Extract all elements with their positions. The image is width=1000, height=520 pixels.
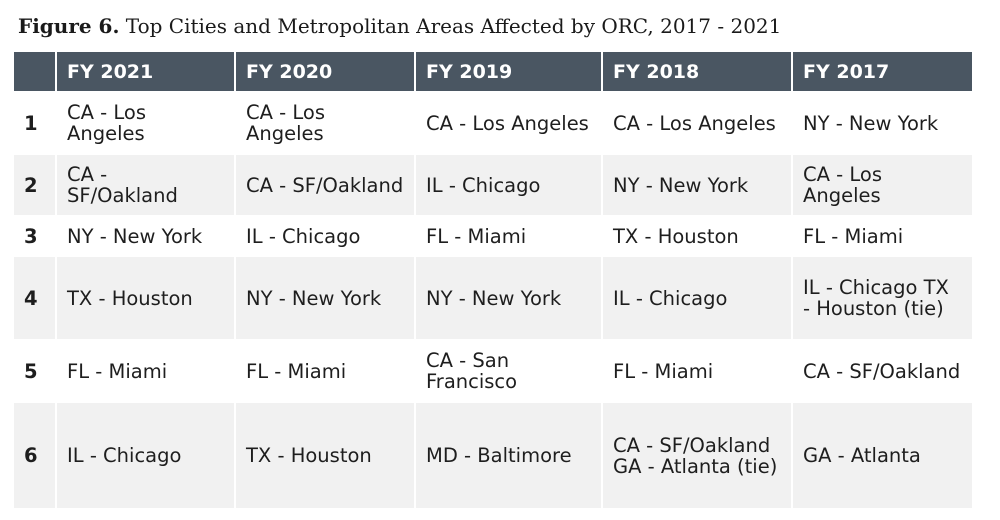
table-cell: IL - Chicago [415,153,603,216]
rank-cell: 1 [14,91,57,154]
table-row: 4 TX - Houston NY - New York NY - New Yo… [14,255,972,340]
rank-cell: 3 [14,215,57,256]
table-row: 5 FL - Miami FL - Miami CA - San Francis… [14,339,972,402]
table-row: 3 NY - New York IL - Chicago FL - Miami … [14,215,972,256]
table-row: 6 IL - Chicago TX - Houston MD - Baltimo… [14,401,972,508]
table-cell: GA - Atlanta [792,401,972,508]
table-cell: IL - Chicago [235,215,416,256]
figure-label: Figure 6. [18,14,120,38]
table-row: 1 CA - Los Angeles CA - Los Angeles CA -… [14,91,972,154]
table-cell: MD - Baltimore [415,401,603,508]
rank-cell: 6 [14,401,57,508]
header-rank [14,52,57,92]
rank-cell: 5 [14,339,57,402]
figure-title: Top Cities and Metropolitan Areas Affect… [125,14,782,38]
table-cell: TX - Houston [235,401,416,508]
table-cell: CA - Los Angeles [56,91,236,154]
table-cell: CA - San Francisco [415,339,603,402]
table-header-row: FY 2021 FY 2020 FY 2019 FY 2018 FY 2017 [14,52,972,92]
table-cell: IL - Chicago TX - Houston (tie) [792,255,972,340]
table-cell: FL - Miami [415,215,603,256]
table-row: 2 CA - SF/Oakland CA - SF/Oakland IL - C… [14,153,972,216]
header-fy2021: FY 2021 [56,52,236,92]
table-cell: NY - New York [792,91,972,154]
table-cell: CA - SF/Oakland [792,339,972,402]
table-cell: FL - Miami [235,339,416,402]
figure-caption: Figure 6. Top Cities and Metropolitan Ar… [18,14,781,38]
table-cell: CA - Los Angeles [792,153,972,216]
table-cell: FL - Miami [56,339,236,402]
table-cell: CA - SF/Oakland GA - Atlanta (tie) [602,401,793,508]
table-cell: NY - New York [235,255,416,340]
table-cell: FL - Miami [792,215,972,256]
rank-cell: 4 [14,255,57,340]
table-cell: CA - SF/Oakland [235,153,416,216]
orc-cities-table: FY 2021 FY 2020 FY 2019 FY 2018 FY 2017 … [14,52,972,508]
table-cell: TX - Houston [602,215,793,256]
table-cell: CA - Los Angeles [602,91,793,154]
table-cell: NY - New York [602,153,793,216]
header-fy2020: FY 2020 [235,52,416,92]
table-cell: TX - Houston [56,255,236,340]
rank-cell: 2 [14,153,57,216]
header-fy2017: FY 2017 [792,52,972,92]
table-cell: CA - SF/Oakland [56,153,236,216]
header-fy2018: FY 2018 [602,52,793,92]
table-cell: NY - New York [415,255,603,340]
table-cell: NY - New York [56,215,236,256]
header-fy2019: FY 2019 [415,52,603,92]
table-cell: IL - Chicago [602,255,793,340]
table-cell: CA - Los Angeles [235,91,416,154]
table-cell: IL - Chicago [56,401,236,508]
table-cell: CA - Los Angeles [415,91,603,154]
table-cell: FL - Miami [602,339,793,402]
